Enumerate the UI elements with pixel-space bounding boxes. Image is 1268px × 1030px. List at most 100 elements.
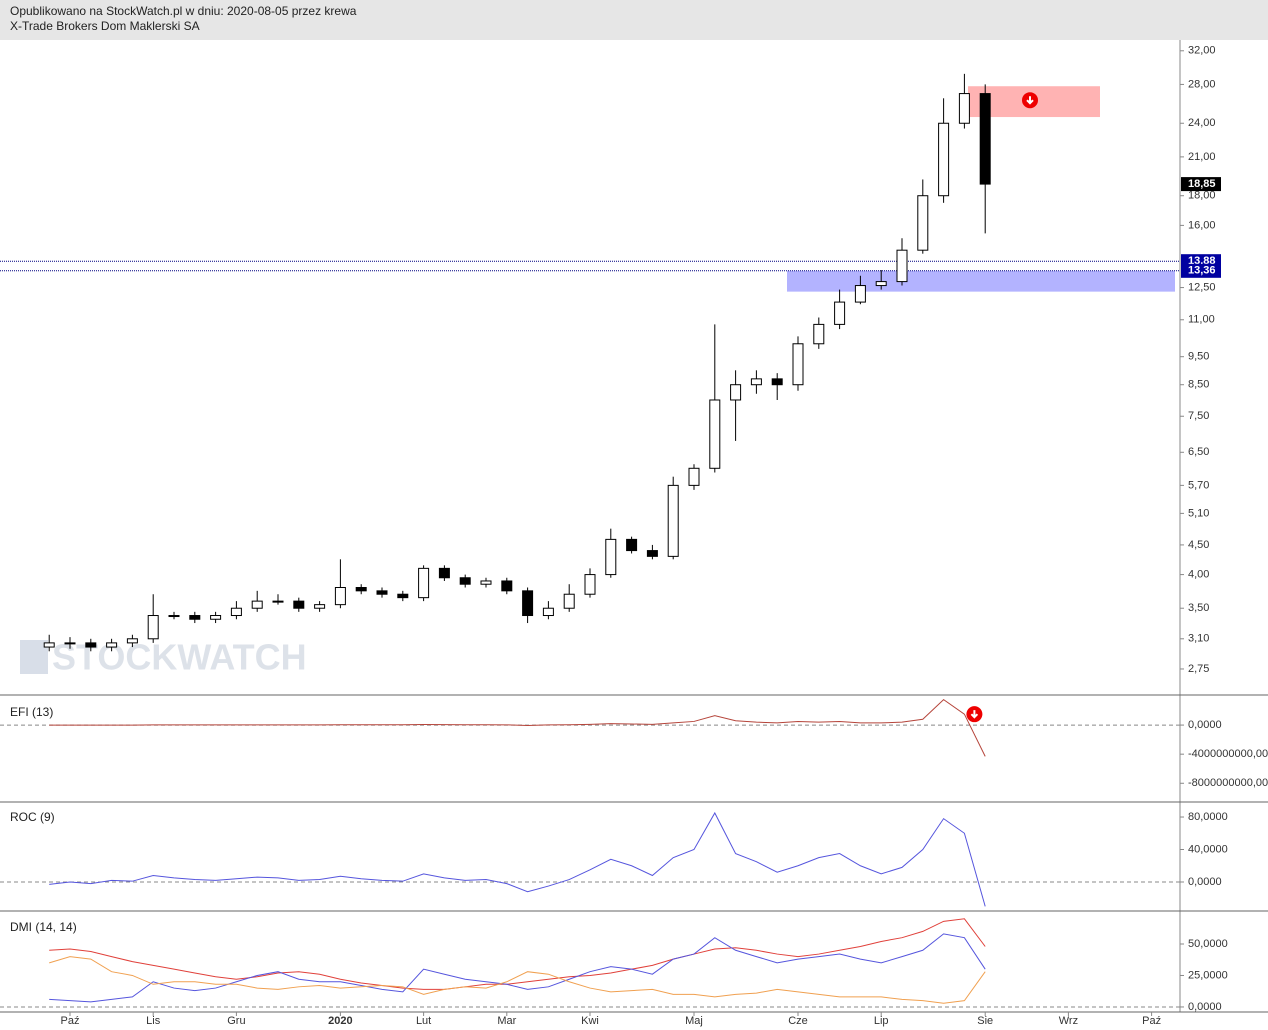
candle-body xyxy=(459,577,471,585)
x-tick-label: Lut xyxy=(416,1015,431,1027)
candle-body xyxy=(64,642,76,645)
y-tick-label: -4000000000,0000 xyxy=(1188,748,1268,760)
y-tick-label: 11,00 xyxy=(1188,314,1215,326)
header-line: X-Trade Brokers Dom Maklerski SA xyxy=(10,19,200,33)
x-tick-label: Paź xyxy=(1142,1015,1161,1027)
signal-arrow xyxy=(970,710,979,719)
x-tick-label: Gru xyxy=(227,1015,245,1027)
candle-body xyxy=(438,567,450,579)
candle-body xyxy=(646,550,658,557)
y-tick-label: 25,0000 xyxy=(1188,969,1228,981)
y-tick-label: 0,0000 xyxy=(1188,1001,1222,1013)
candle-body xyxy=(771,378,783,386)
candle-body xyxy=(251,600,263,609)
y-tick-label: 4,00 xyxy=(1188,568,1209,580)
candle-body xyxy=(272,600,284,603)
candle-body xyxy=(730,384,742,401)
panel-title: DMI (14, 14) xyxy=(10,920,77,934)
y-tick-label: 80,0000 xyxy=(1188,811,1228,823)
y-tick-label: 21,00 xyxy=(1188,151,1216,163)
candle-body xyxy=(667,484,679,557)
last-price-label: 18,85 xyxy=(1188,178,1216,190)
candle-body xyxy=(106,642,118,648)
y-tick-label: 0,0000 xyxy=(1188,876,1222,888)
y-tick-label: 3,50 xyxy=(1188,602,1209,614)
y-tick-label: 2,75 xyxy=(1188,663,1209,675)
y-tick-label: 6,50 xyxy=(1188,446,1209,458)
candle-body xyxy=(813,323,825,345)
header-line: Opublikowano na StockWatch.pl w dniu: 20… xyxy=(10,4,357,18)
candle-body xyxy=(230,607,242,617)
x-tick-label: Maj xyxy=(685,1015,703,1027)
candle-body xyxy=(501,580,513,592)
candle-body xyxy=(563,593,575,609)
indicator-line xyxy=(49,698,986,757)
candle-body xyxy=(938,122,950,197)
candle-body xyxy=(896,249,908,283)
candle-body xyxy=(522,590,534,617)
y-tick-label: 32,00 xyxy=(1188,45,1216,57)
x-tick-label: Paź xyxy=(61,1015,80,1027)
x-tick-label: Lip xyxy=(874,1015,889,1027)
y-tick-label: 50,0000 xyxy=(1188,938,1228,950)
y-tick-label: 3,10 xyxy=(1188,633,1209,645)
panel-title: ROC (9) xyxy=(10,810,55,824)
x-tick-label: Mar xyxy=(497,1015,516,1027)
zone xyxy=(787,270,1175,292)
candle-body xyxy=(917,195,929,251)
header-bar xyxy=(0,0,1268,40)
indicator-line xyxy=(49,811,986,907)
x-tick-label: Wrz xyxy=(1059,1015,1078,1027)
y-tick-label: 0,0000 xyxy=(1188,719,1222,731)
candle-body xyxy=(688,467,700,486)
candle-body xyxy=(293,600,305,609)
y-tick-label: 5,70 xyxy=(1188,479,1209,491)
y-tick-label: 5,10 xyxy=(1188,507,1209,519)
candle-body xyxy=(210,615,222,620)
candle-body xyxy=(189,615,201,620)
indicator-line xyxy=(49,918,986,990)
y-tick-label: -8000000000,0000 xyxy=(1188,777,1268,789)
candle-body xyxy=(979,93,991,185)
y-tick-label: 7,50 xyxy=(1188,410,1209,422)
candle-body xyxy=(126,638,138,644)
candle-body xyxy=(334,587,346,606)
candle-body xyxy=(314,604,326,609)
candle-body xyxy=(355,587,367,592)
candle-body xyxy=(397,593,409,599)
candle-body xyxy=(958,93,970,124)
signal-arrow xyxy=(1026,96,1034,105)
candle-body xyxy=(542,607,554,617)
candle-body xyxy=(626,538,638,552)
y-tick-label: 8,50 xyxy=(1188,379,1209,391)
level-label: 13,36 xyxy=(1188,265,1216,277)
candle-body xyxy=(854,285,866,303)
candle-body xyxy=(750,378,762,386)
candle-body xyxy=(584,574,596,595)
y-tick-label: 9,50 xyxy=(1188,351,1209,363)
last-price-bg xyxy=(1181,177,1221,192)
y-tick-label: 24,00 xyxy=(1188,117,1216,129)
level-label-bg xyxy=(1181,263,1221,278)
candle-body xyxy=(709,399,721,469)
y-tick-label: 12,50 xyxy=(1188,281,1216,293)
x-tick-label: Kwi xyxy=(581,1015,599,1027)
candle-body xyxy=(875,281,887,287)
y-tick-label: 28,00 xyxy=(1188,78,1216,90)
candle-body xyxy=(376,590,388,595)
indicator-line xyxy=(49,956,986,1004)
panel-title: EFI (13) xyxy=(10,705,53,719)
candle-body xyxy=(147,615,159,640)
candle-body xyxy=(792,343,804,386)
candle-body xyxy=(85,642,97,648)
x-tick-label: Lis xyxy=(146,1015,161,1027)
candle-body xyxy=(834,301,846,325)
indicator-line xyxy=(49,933,986,1003)
candle-body xyxy=(168,615,180,618)
watermark-icon xyxy=(20,640,48,674)
y-tick-label: 40,0000 xyxy=(1188,843,1228,855)
y-tick-label: 4,50 xyxy=(1188,539,1209,551)
candle-body xyxy=(480,580,492,585)
x-tick-label: Sie xyxy=(977,1015,993,1027)
